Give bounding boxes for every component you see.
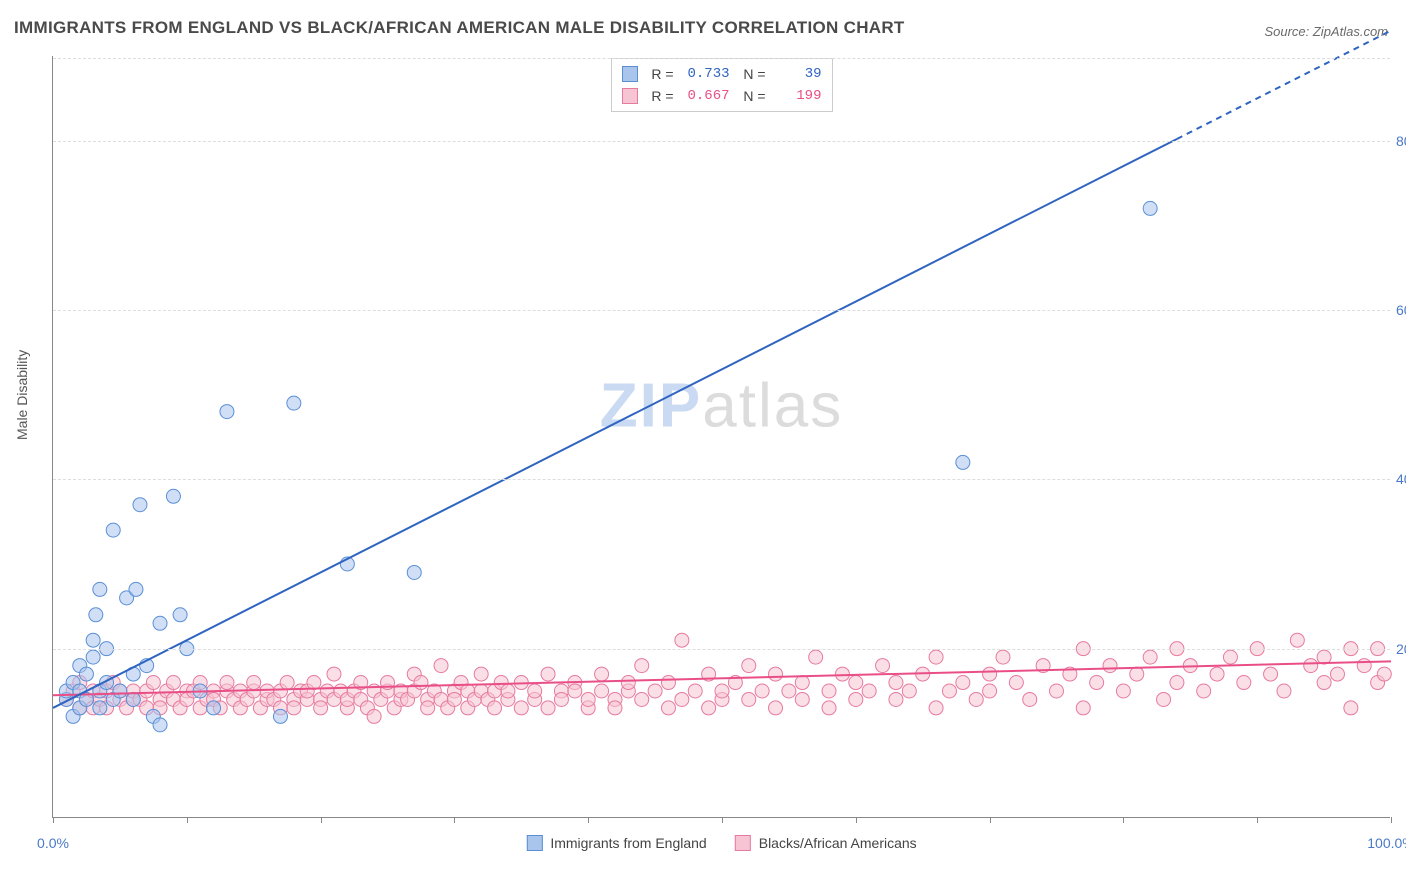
n-value-1: 39 xyxy=(774,66,822,82)
legend-stats-row-2: R = 0.667 N = 199 xyxy=(622,85,822,107)
x-tick-mark xyxy=(1391,817,1392,823)
gridline xyxy=(53,649,1390,650)
legend-label-2: Blacks/African Americans xyxy=(759,835,917,851)
y-tick-label: 60.0% xyxy=(1396,302,1406,318)
plot-area: ZIPatlas R = 0.733 N = 39 R = 0.667 N = … xyxy=(52,56,1390,818)
gridline xyxy=(53,58,1390,59)
x-tick-mark xyxy=(856,817,857,823)
r-value-2: 0.667 xyxy=(682,88,730,104)
source-label: Source: ZipAtlas.com xyxy=(1264,24,1388,39)
legend-item-1: Immigrants from England xyxy=(526,835,706,851)
x-tick-mark xyxy=(588,817,589,823)
x-tick-mark xyxy=(1257,817,1258,823)
r-label: R = xyxy=(646,66,674,82)
x-tick-mark xyxy=(187,817,188,823)
legend-stats: R = 0.733 N = 39 R = 0.667 N = 199 xyxy=(611,58,833,112)
legend-swatch-1 xyxy=(622,66,638,82)
x-tick-label: 100.0% xyxy=(1367,835,1406,851)
x-tick-mark xyxy=(990,817,991,823)
legend-item-2: Blacks/African Americans xyxy=(735,835,917,851)
x-tick-mark xyxy=(722,817,723,823)
gridline xyxy=(53,479,1390,480)
x-tick-mark xyxy=(454,817,455,823)
legend-label-1: Immigrants from England xyxy=(550,835,706,851)
y-tick-label: 80.0% xyxy=(1396,133,1406,149)
x-tick-mark xyxy=(53,817,54,823)
x-tick-mark xyxy=(321,817,322,823)
legend-swatch-2 xyxy=(622,88,638,104)
gridline xyxy=(53,310,1390,311)
n-label-2: N = xyxy=(738,88,766,104)
legend-series: Immigrants from England Blacks/African A… xyxy=(526,835,916,851)
y-axis-label: Male Disability xyxy=(14,350,30,440)
r-label-2: R = xyxy=(646,88,674,104)
legend-stats-row-1: R = 0.733 N = 39 xyxy=(622,63,822,85)
gridline xyxy=(53,141,1390,142)
plot-svg xyxy=(53,56,1390,817)
legend-bottom-swatch-2 xyxy=(735,835,751,851)
r-value-1: 0.733 xyxy=(682,66,730,82)
n-label: N = xyxy=(738,66,766,82)
n-value-2: 199 xyxy=(774,88,822,104)
x-tick-label: 0.0% xyxy=(37,835,69,851)
y-tick-label: 20.0% xyxy=(1396,641,1406,657)
x-tick-mark xyxy=(1123,817,1124,823)
chart-title: IMMIGRANTS FROM ENGLAND VS BLACK/AFRICAN… xyxy=(14,18,905,38)
legend-bottom-swatch-1 xyxy=(526,835,542,851)
y-tick-label: 40.0% xyxy=(1396,471,1406,487)
